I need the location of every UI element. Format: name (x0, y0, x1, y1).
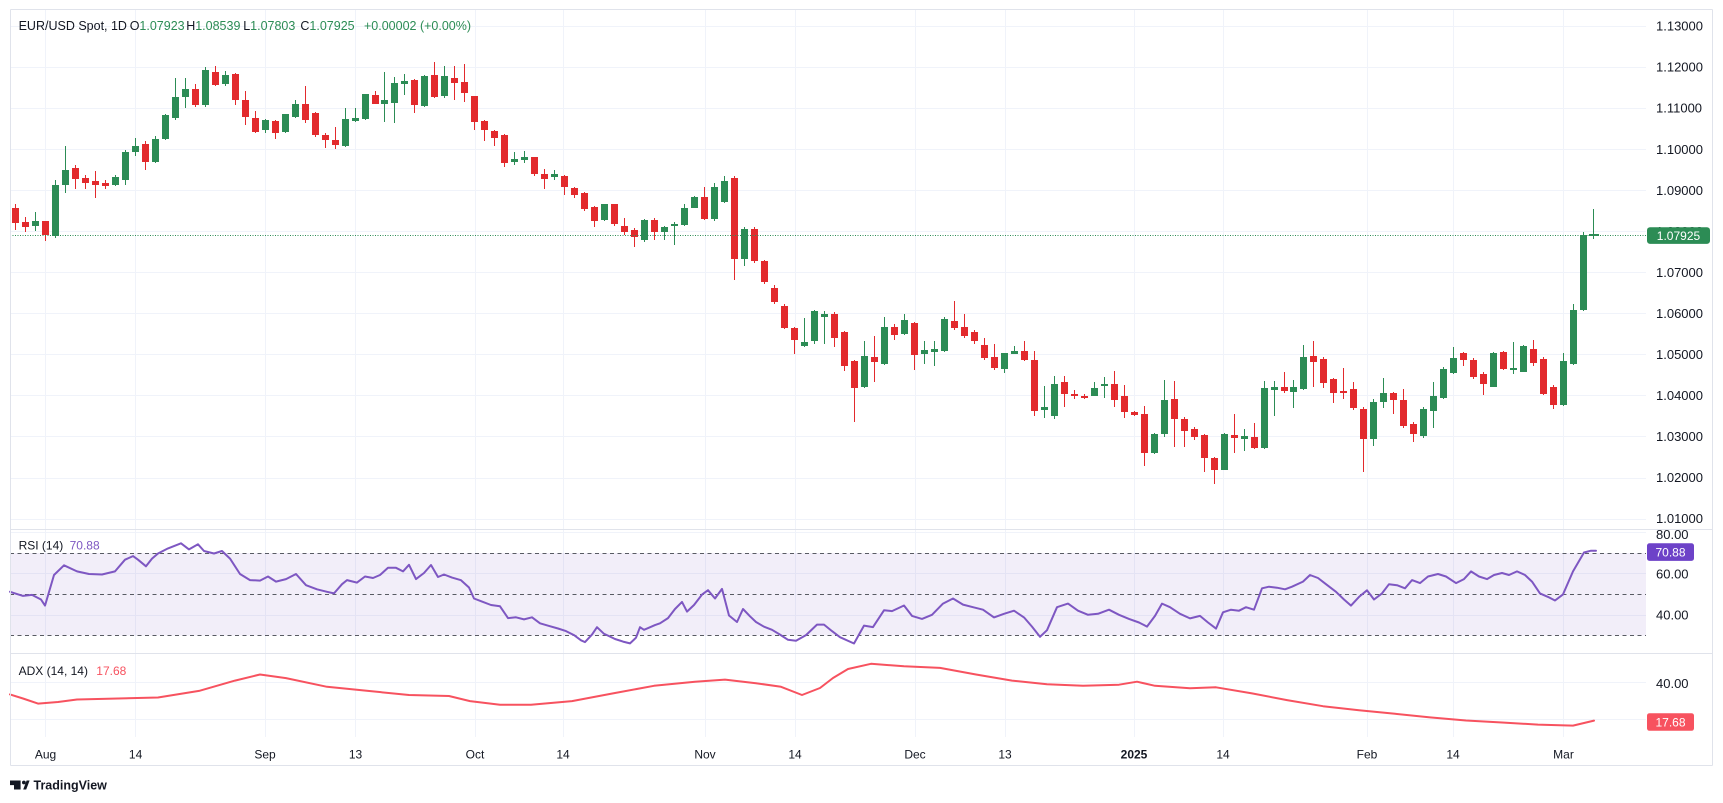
svg-text:14: 14 (1216, 748, 1230, 762)
svg-text:RSI (14): RSI (14) (19, 539, 64, 553)
svg-text:14: 14 (788, 748, 802, 762)
svg-text:1.03000: 1.03000 (1656, 429, 1703, 444)
svg-text:40.00: 40.00 (1656, 676, 1689, 691)
svg-text:Aug: Aug (35, 748, 56, 762)
svg-text:H1.08539: H1.08539 (186, 19, 240, 33)
svg-text:+0.00002 (+0.00%): +0.00002 (+0.00%) (364, 19, 471, 33)
svg-text:Sep: Sep (254, 748, 276, 762)
svg-text:Oct: Oct (466, 748, 485, 762)
svg-text:1.02000: 1.02000 (1656, 470, 1703, 485)
svg-text:L1.07803: L1.07803 (243, 19, 295, 33)
svg-text:14: 14 (556, 748, 570, 762)
svg-text:14: 14 (129, 748, 143, 762)
svg-text:1.09000: 1.09000 (1656, 183, 1703, 198)
svg-text:1.04000: 1.04000 (1656, 388, 1703, 403)
svg-text:O1.07923: O1.07923 (130, 19, 185, 33)
svg-text:17.68: 17.68 (1655, 715, 1685, 729)
svg-text:Feb: Feb (1357, 748, 1378, 762)
svg-text:C1.07925: C1.07925 (300, 19, 354, 33)
svg-text:1.11000: 1.11000 (1656, 101, 1702, 116)
svg-text:2025: 2025 (1121, 748, 1148, 762)
svg-text:13: 13 (349, 748, 363, 762)
svg-text:80.00: 80.00 (1656, 527, 1689, 542)
svg-text:14: 14 (1446, 748, 1460, 762)
svg-text:1.12000: 1.12000 (1656, 60, 1703, 75)
svg-text:1.13000: 1.13000 (1656, 19, 1703, 34)
svg-text:TradingView: TradingView (34, 778, 108, 792)
svg-text:60.00: 60.00 (1656, 566, 1689, 581)
svg-text:Nov: Nov (694, 748, 715, 762)
svg-text:1.01000: 1.01000 (1656, 511, 1703, 526)
svg-text:1.07000: 1.07000 (1656, 265, 1703, 280)
svg-text:Dec: Dec (904, 748, 925, 762)
svg-text:EUR/USD Spot, 1D: EUR/USD Spot, 1D (19, 19, 127, 33)
svg-text:70.88: 70.88 (70, 539, 100, 553)
svg-text:13: 13 (998, 748, 1012, 762)
svg-text:1.06000: 1.06000 (1656, 306, 1703, 321)
svg-text:ADX (14, 14): ADX (14, 14) (19, 664, 88, 678)
svg-text:Mar: Mar (1553, 748, 1574, 762)
svg-text:40.00: 40.00 (1656, 608, 1689, 623)
svg-text:70.88: 70.88 (1655, 545, 1685, 559)
svg-text:1.05000: 1.05000 (1656, 347, 1703, 362)
svg-text:17.68: 17.68 (96, 664, 126, 678)
svg-text:1.07925: 1.07925 (1657, 229, 1701, 243)
svg-text:1.10000: 1.10000 (1656, 142, 1703, 157)
